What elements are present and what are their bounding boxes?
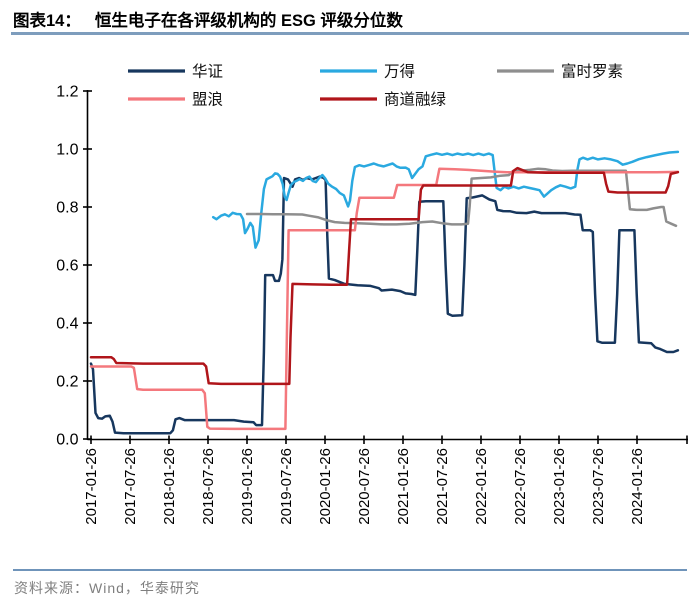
legend-label-ftse-russell: 富时罗素	[561, 63, 623, 81]
y-tick-label: 0.4	[56, 316, 78, 333]
series-line-syntao-green	[89, 166, 680, 386]
y-tick-label: 1.2	[56, 84, 78, 101]
chart-title: 图表14： 恒生电子在各评级机构的 ESG 评级分位数	[13, 7, 403, 31]
y-tick-label: 1.0	[56, 142, 78, 159]
x-tick-label: 2019-01-26	[239, 448, 256, 525]
x-tick-label: 2018-07-26	[200, 448, 217, 525]
x-tick-label: 2023-01-26	[551, 448, 568, 525]
x-tick-label: 2023-07-26	[590, 448, 607, 525]
y-tick-label: 0.2	[56, 374, 78, 391]
chart-title-text: 恒生电子在各评级机构的 ESG 评级分位数	[94, 12, 403, 30]
legend-label-wind: 万得	[384, 63, 415, 81]
x-tick-label: 2021-07-26	[434, 448, 451, 525]
x-tick-label: 2022-07-26	[512, 448, 529, 525]
footer-rule	[13, 569, 687, 571]
series-line-wind	[211, 150, 680, 249]
legend-label-huazheng: 华证	[192, 63, 223, 81]
x-tick-label: 2020-01-26	[317, 448, 334, 525]
title-underline	[11, 32, 689, 35]
x-tick-label: 2017-07-26	[122, 448, 139, 525]
legend-label-syntao-green: 商道融绿	[384, 91, 447, 109]
y-tick-label: 0.6	[56, 258, 78, 275]
x-tick-label: 2022-01-26	[473, 448, 490, 525]
source-note: 资料来源：Wind，华泰研究	[14, 580, 200, 596]
series-line-ftse-russell	[245, 167, 678, 228]
x-tick-label: 2020-07-26	[356, 448, 373, 525]
x-tick-label: 2017-01-26	[83, 448, 100, 525]
x-tick-label: 2021-01-26	[395, 448, 412, 525]
series-line-huazheng	[89, 175, 680, 435]
figure-number: 图表14：	[13, 12, 81, 30]
series-line-menglang	[89, 167, 680, 431]
x-tick-label: 2019-07-26	[278, 448, 295, 525]
y-tick-label: 0.0	[56, 432, 78, 449]
x-tick-label: 2024-01-26	[629, 448, 646, 525]
legend-label-menglang: 盟浪	[192, 91, 223, 109]
x-tick-label: 2018-01-26	[161, 448, 178, 525]
y-tick-label: 0.8	[56, 200, 78, 217]
